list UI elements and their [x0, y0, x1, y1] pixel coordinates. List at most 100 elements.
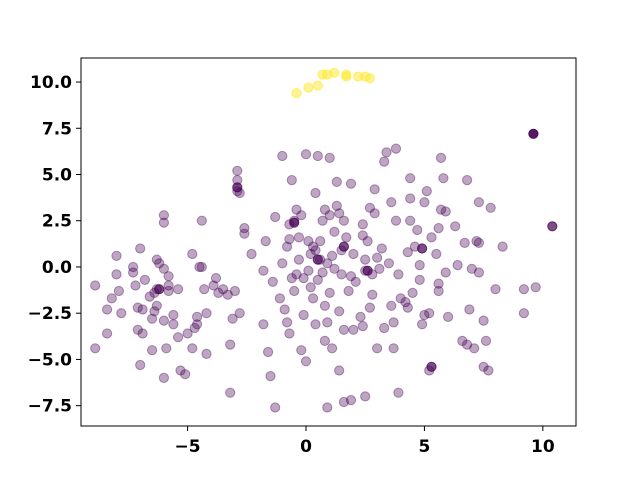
data-point: [270, 402, 281, 413]
data-point: [417, 243, 428, 254]
data-point: [308, 241, 319, 252]
data-point: [528, 128, 539, 139]
data-point: [386, 197, 397, 208]
data-point: [154, 258, 165, 269]
data-point: [296, 210, 307, 221]
data-point: [464, 304, 475, 315]
data-point: [480, 335, 492, 346]
data-point: [440, 206, 451, 217]
data-point: [329, 226, 340, 237]
data-point: [284, 328, 295, 339]
data-point: [400, 297, 411, 308]
data-point: [258, 265, 269, 276]
data-point: [175, 365, 186, 376]
data-point: [154, 284, 165, 295]
data-point: [158, 372, 169, 383]
y-tick-label: 2.5: [42, 212, 72, 232]
data-point: [282, 241, 293, 252]
data-point: [263, 346, 274, 358]
data-point: [246, 248, 257, 260]
data-point: [462, 339, 473, 350]
y-tick-label: −5.0: [28, 350, 73, 370]
data-point: [270, 211, 281, 223]
data-point: [364, 73, 375, 84]
data-point: [300, 356, 312, 367]
data-point: [317, 267, 328, 278]
data-point: [345, 395, 357, 406]
data-point: [331, 200, 342, 211]
data-point: [218, 284, 229, 295]
data-point: [405, 193, 416, 204]
data-point: [341, 71, 352, 82]
data-point: [158, 217, 169, 228]
data-point: [381, 147, 392, 158]
data-point: [452, 260, 463, 271]
data-point: [402, 302, 413, 313]
data-point: [386, 300, 397, 311]
data-point: [324, 152, 335, 163]
data-point: [334, 208, 345, 219]
data-point: [414, 260, 425, 271]
data-point: [357, 321, 368, 332]
data-point: [379, 156, 390, 167]
plot-frame: [80, 57, 577, 427]
data-point: [390, 215, 402, 226]
data-point: [457, 335, 468, 346]
data-point: [128, 261, 139, 273]
data-point: [376, 243, 387, 254]
data-point: [393, 387, 404, 398]
data-point: [260, 236, 271, 247]
data-point: [291, 204, 302, 215]
data-point: [319, 204, 330, 215]
data-point: [360, 391, 371, 402]
data-point: [440, 267, 451, 278]
data-point: [379, 322, 390, 334]
data-point: [139, 274, 150, 285]
data-point: [303, 82, 314, 93]
data-point: [407, 287, 418, 298]
data-point: [369, 208, 380, 219]
y-tick-label: 7.5: [42, 119, 72, 139]
data-point: [364, 202, 375, 213]
data-point: [421, 186, 432, 197]
data-point: [383, 258, 394, 269]
data-point: [291, 88, 302, 99]
data-point: [173, 332, 184, 343]
data-points: [90, 67, 558, 413]
data-point: [163, 271, 174, 282]
data-point: [267, 276, 278, 287]
data-point: [187, 248, 198, 260]
data-point: [341, 232, 352, 243]
data-point: [303, 236, 314, 247]
data-point: [324, 287, 335, 298]
data-point: [298, 273, 309, 284]
data-point: [289, 285, 300, 297]
data-point: [322, 402, 333, 413]
data-point: [357, 230, 368, 241]
data-point: [469, 343, 480, 354]
data-point: [265, 371, 276, 382]
data-point: [419, 309, 430, 321]
data-point: [348, 324, 359, 335]
x-axis: −5 0 5 10: [175, 426, 555, 457]
data-point: [128, 267, 139, 278]
data-point: [310, 245, 321, 256]
data-point: [282, 317, 293, 328]
data-point: [518, 284, 530, 295]
data-point: [137, 304, 148, 315]
data-point: [180, 369, 191, 380]
data-point: [390, 143, 402, 154]
data-point: [303, 265, 314, 276]
data-point: [130, 280, 141, 291]
data-point: [293, 232, 304, 243]
data-point: [158, 210, 169, 221]
data-point: [135, 359, 146, 371]
data-point: [222, 289, 233, 300]
data-point: [319, 300, 330, 311]
data-point: [305, 282, 316, 293]
data-point: [405, 173, 416, 184]
y-tick-label: −7.5: [28, 397, 72, 417]
data-point: [213, 287, 224, 298]
data-point: [149, 306, 160, 317]
data-point: [239, 223, 250, 234]
